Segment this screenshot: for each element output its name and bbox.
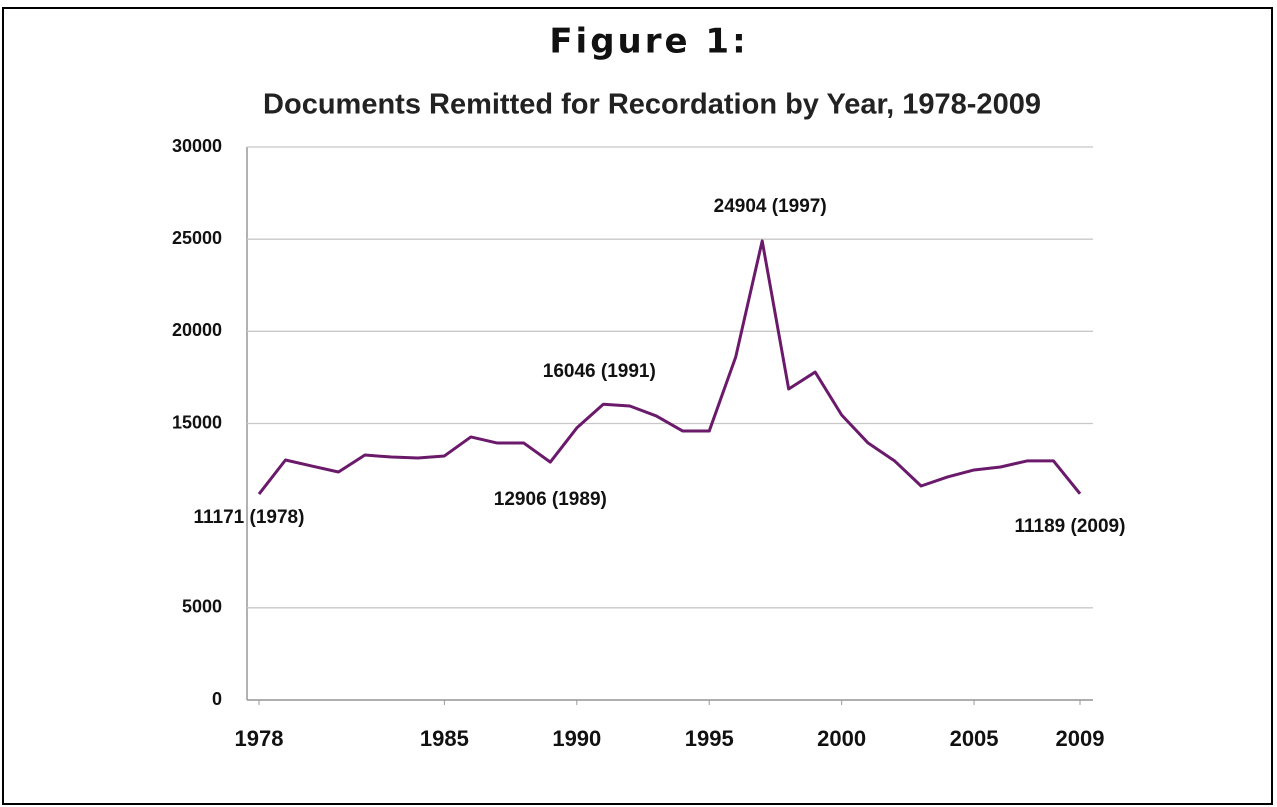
data-label: 11171 (1978)	[194, 507, 305, 528]
y-tick-label: 15000	[172, 412, 222, 432]
y-tick-label: 25000	[172, 228, 222, 248]
data-label: 16046 (1991)	[543, 361, 656, 382]
x-tick-label: 1995	[685, 726, 734, 751]
x-tick-label: 1985	[420, 726, 469, 751]
y-tick-label: 5000	[182, 597, 222, 617]
y-tick-label: 0	[212, 689, 222, 709]
data-label: 12906 (1989)	[494, 489, 607, 510]
data-line	[257, 239, 1082, 496]
figure-border	[2, 7, 1273, 805]
x-tick-label: 2000	[817, 726, 866, 751]
figure-heading: Figure 1:	[549, 22, 748, 62]
x-tick-label: 2009	[1056, 726, 1105, 751]
x-tick-label: 2005	[950, 726, 999, 751]
x-tick-label: 1978	[235, 726, 284, 751]
data-label: 11189 (2009)	[1015, 516, 1126, 537]
chart-title: Documents Remitted for Recordation by Ye…	[263, 89, 1041, 121]
y-tick-label: 20000	[172, 320, 222, 340]
x-tick-label: 1990	[552, 726, 601, 751]
y-tick-label: 30000	[172, 136, 222, 156]
data-label: 24904 (1997)	[714, 196, 827, 217]
